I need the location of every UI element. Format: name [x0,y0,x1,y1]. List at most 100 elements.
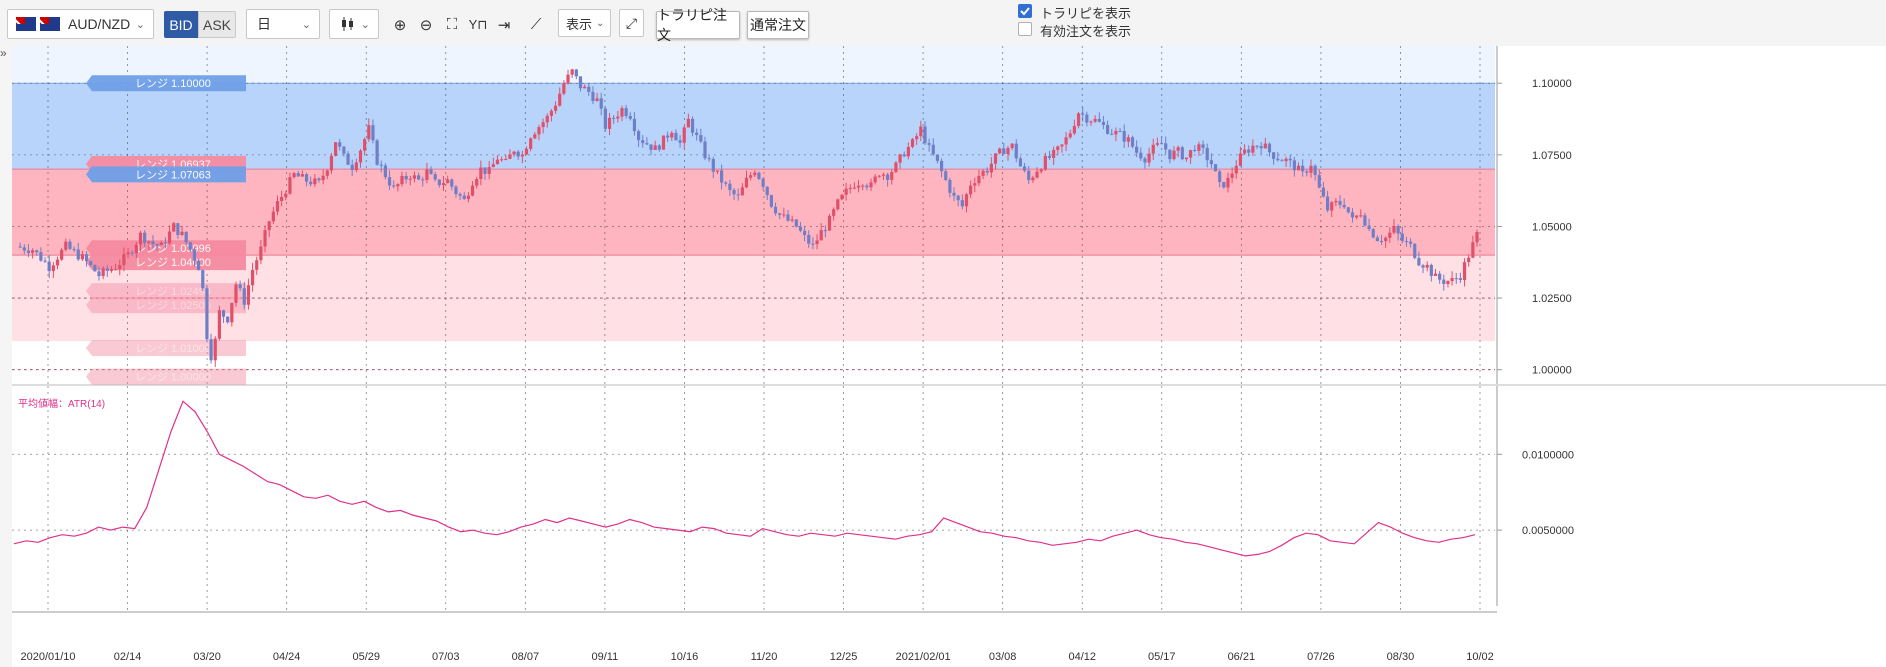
candle-up [1184,157,1189,160]
show-active-orders-checkbox[interactable] [1018,22,1032,36]
candle-down [433,174,437,180]
candle-down [1159,143,1164,145]
candle-up [217,310,221,339]
candle-up [1334,200,1338,203]
traripi-order-button[interactable]: トラリピ注文 [656,7,740,43]
ask-button[interactable]: ASK [198,11,236,38]
range-label-bg [86,340,246,357]
candle-up [541,122,545,128]
candle-up [134,244,138,254]
candle-up [466,195,471,200]
candle-down [1018,158,1023,167]
candle-up [280,196,284,202]
range-label: レンジ 1.03996 [135,243,211,255]
fullscreen-button[interactable]: ⤢ [619,9,644,37]
candle-down [1429,264,1433,276]
candle-down [886,174,890,180]
display-menu[interactable]: 表示 ⌄ [558,9,611,37]
show-active-orders-label: 有効注文を表示 [1040,24,1132,39]
indicator-icon[interactable]: ⟋ [530,16,542,33]
candle-up [1072,125,1076,134]
candle-up [504,158,508,160]
candle-up [1172,150,1176,160]
candle-up [977,175,981,184]
candles [18,68,1479,367]
x-tick-label: 2020/01/10 [20,651,75,663]
candle-down [458,194,462,196]
show-traripi-checkbox[interactable] [1018,4,1032,18]
candle-down [226,316,230,323]
candle-up [31,250,35,253]
candle-up [329,155,334,171]
candle-down [417,175,421,180]
candle-down [649,144,653,150]
chart-type-select[interactable]: ⌄ [329,9,379,39]
candle-up [400,175,404,185]
scroll-to-latest-icon[interactable]: ⇥ [497,16,511,34]
candle-down [188,242,192,250]
candle-up [367,125,371,140]
candle-down [1168,149,1172,160]
candle-up [180,231,184,235]
candle-up [267,221,271,231]
candle-down [1272,152,1276,159]
candle-down [1276,158,1280,161]
candle-down [678,140,682,143]
candle-up [898,154,902,163]
candle-up [848,188,852,190]
candle-up [495,159,500,165]
candle-up [259,246,263,261]
candle-down [1139,152,1143,159]
display-menu-label: 表示 [566,16,593,32]
candle-up [570,69,574,75]
candle-up [1010,143,1014,148]
candle-down [454,186,458,195]
candle-down [130,252,134,254]
collapse-panel-icon[interactable]: » [0,46,7,60]
candle-up [686,118,690,128]
normal-order-button[interactable]: 通常注文 [747,11,809,39]
candle-down [26,250,31,253]
candle-up [1330,202,1334,211]
candle-up [782,214,786,216]
candle-up [408,178,412,180]
candle-down [1413,243,1417,258]
zoom-out-icon[interactable]: ⊖ [419,16,433,34]
candle-down [719,170,724,183]
x-tick-label: 08/07 [512,651,540,663]
candle-up [749,175,753,178]
candle-down [387,177,392,186]
timeframe-select[interactable]: 日 ⌄ [246,9,320,39]
candle-up [479,167,483,180]
candle-down [392,185,396,187]
candle-down [1105,124,1110,134]
candle-down [690,118,695,133]
candle-up [910,139,915,147]
candle-up [533,134,537,139]
candle-down [769,195,774,207]
candle-up [661,135,666,150]
candle-down [935,154,940,161]
x-tick-label: 2021/02/01 [896,651,951,663]
timeframe-label: 日 [257,16,271,32]
candle-up [815,240,819,244]
candle-up [1471,242,1475,258]
fit-screen-icon[interactable]: ⛶ [446,16,458,33]
candle-down [371,125,375,141]
candle-up [147,241,151,243]
candle-down [765,186,769,196]
candle-down [84,254,89,262]
candle-up [1035,171,1039,178]
symbol-select[interactable]: AUD/NZD ⌄ [7,9,154,39]
candle-up [1076,113,1081,126]
zoom-in-icon[interactable]: ⊕ [393,16,407,34]
candle-down [429,169,433,175]
candle-down [1164,143,1168,150]
auto-scale-icon[interactable]: Y⊓ [468,16,488,32]
price-tick-label: 1.07500 [1532,150,1572,162]
candle-down [865,185,869,188]
bid-button[interactable]: BID [164,11,198,38]
candle-up [234,284,238,303]
candle-up [1039,169,1043,172]
